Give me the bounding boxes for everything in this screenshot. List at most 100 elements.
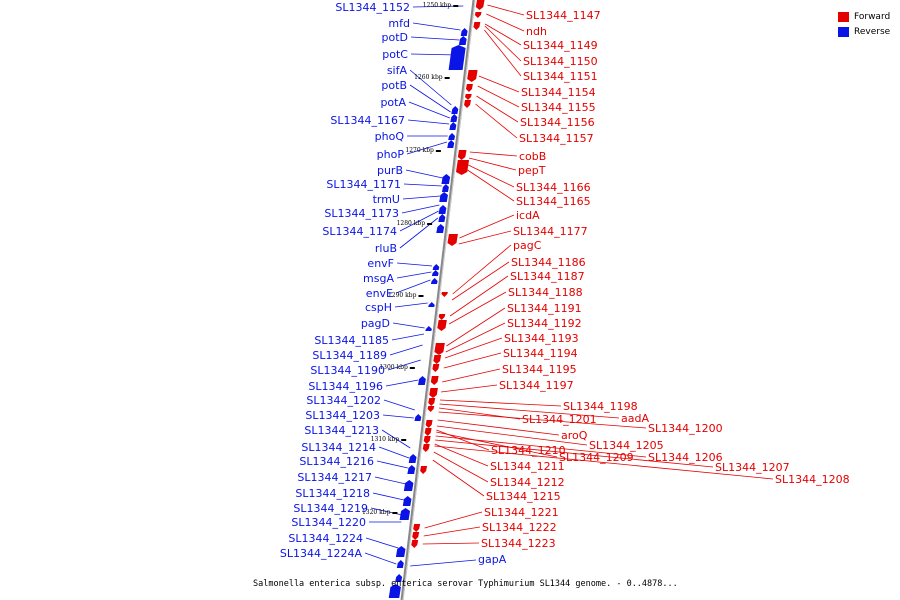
reverse-gene-label: SL1344_1173 — [324, 207, 399, 220]
forward-gene-block — [420, 466, 428, 474]
forward-gene-label-leader — [476, 95, 519, 123]
reverse-gene-label: SL1344_1214 — [301, 441, 376, 454]
gene-features — [388, 0, 485, 598]
leader-lines — [364, 4, 774, 567]
reverse-gene-label: envF — [367, 257, 394, 270]
reverse-gene-label: SL1344_1171 — [326, 178, 401, 191]
forward-gene-block — [424, 428, 432, 436]
scale-tick-label: 1310 kbp — [371, 436, 400, 443]
reverse-gene-block — [432, 264, 440, 270]
reverse-gene-label-leader — [391, 333, 424, 341]
forward-gene-label-leader — [436, 431, 558, 458]
reverse-gene-label: SL1344_1152 — [335, 1, 410, 14]
forward-gene-block — [423, 436, 431, 444]
forward-gene-label: SL1344_1195 — [502, 363, 577, 376]
forward-gene-block — [437, 320, 447, 331]
reverse-gene-label-leader — [405, 169, 443, 179]
reverse-gene-block — [396, 560, 404, 568]
scale-ticks: 1250 kbp 1260 kbp 1270 kbp 1280 kbp 1290 kbp… — [362, 2, 459, 516]
reverse-gene-label-leader — [387, 359, 421, 371]
scale-tick-label: 1260 kbp — [414, 74, 443, 81]
chromosome-axis-highlight — [402, 0, 476, 600]
forward-gene-label-leader — [435, 435, 647, 458]
forward-gene-label: SL1344_1191 — [507, 302, 582, 315]
reverse-gene-label-leader — [392, 322, 425, 329]
forward-gene-label-leader — [449, 275, 509, 317]
forward-gene-label: ndh — [526, 25, 547, 38]
forward-gene-block — [438, 314, 446, 320]
forward-gene-label-leader — [448, 291, 507, 325]
forward-gene-label-leader — [440, 384, 498, 393]
reverse-gene-label: SL1344_1203 — [305, 409, 380, 422]
forward-gene-block — [475, 0, 485, 10]
reverse-gene-label-leader — [382, 414, 414, 419]
reverse-gene-block — [425, 326, 432, 331]
forward-gene-block — [447, 234, 458, 246]
reverse-gene-label-leader — [383, 399, 415, 411]
scale-tick — [435, 150, 441, 152]
forward-gene-label: SL1344_1156 — [520, 116, 595, 129]
scale-tick-label: 1270 kbp — [405, 147, 434, 154]
forward-gene-label: SL1344_1197 — [499, 379, 574, 392]
legend-forward: Forward — [838, 9, 890, 24]
reverse-gene-label: SL1344_1213 — [304, 424, 379, 437]
reverse-gene-label: SL1344_1185 — [314, 334, 389, 347]
reverse-gene-label: rluB — [375, 242, 397, 255]
genome-caption: Salmonella enterica subsp. enterica sero… — [253, 579, 678, 589]
reverse-gene-label: SL1344_1217 — [297, 471, 372, 484]
forward-gene-label: SL1344_1166 — [516, 181, 591, 194]
forward-gene-block — [427, 406, 435, 412]
reverse-gene-label-leader — [396, 262, 433, 267]
scale-tick — [401, 439, 407, 441]
forward-gene-label-leader — [433, 451, 489, 483]
forward-gene-block — [433, 355, 442, 364]
reverse-gene-block — [414, 414, 422, 421]
forward-gene-label: SL1344_1193 — [504, 332, 579, 345]
reverse-gene-label: SL1344_1216 — [299, 455, 374, 468]
reverse-gene-block — [403, 480, 414, 491]
scale-tick-label: 1280 kbp — [397, 220, 426, 227]
forward-gene-label: SL1344_1201 — [522, 413, 597, 426]
forward-gene-label-leader — [432, 459, 485, 497]
forward-gene-block — [464, 100, 471, 108]
forward-gene-label-leader — [445, 322, 506, 353]
forward-gene-label: SL1344_1209 — [559, 451, 634, 464]
forward-gene-label-leader — [475, 103, 518, 139]
reverse-gene-block — [441, 184, 449, 192]
forward-gene-block — [422, 444, 430, 452]
forward-gene-label-leader — [477, 85, 520, 108]
reverse-gene-label-leader — [407, 119, 450, 125]
reverse-gene-label: SL1344_1189 — [312, 349, 387, 362]
forward-gene-label: SL1344_1205 — [589, 439, 664, 452]
forward-gene-label-leader — [486, 13, 525, 32]
scale-tick-label: 1320 kbp — [362, 509, 391, 516]
forward-gene-label-leader — [468, 164, 515, 188]
reverse-gene-label-leader — [374, 476, 407, 485]
legend-reverse-swatch — [838, 26, 849, 37]
reverse-gene-label-leader — [403, 183, 442, 187]
reverse-gene-block — [407, 465, 416, 474]
reverse-gene-label-leader — [399, 210, 439, 232]
reverse-gene-label: phoQ — [375, 130, 405, 143]
reverse-gene-block — [388, 584, 401, 598]
forward-gene-label-leader — [436, 429, 490, 451]
forward-gene-label: SL1344_1222 — [482, 521, 557, 534]
reverse-gene-label: gapA — [478, 553, 507, 566]
reverse-gene-label-leader — [410, 36, 460, 41]
reverse-gene-label-leader — [409, 84, 451, 113]
forward-gene-block — [465, 84, 473, 92]
reverse-gene-label-leader — [365, 537, 399, 549]
reverse-gene-block — [436, 224, 445, 233]
reverse-gene-block — [447, 140, 455, 148]
reverse-gene-label: purB — [377, 164, 403, 177]
chromosome-axis — [400, 0, 476, 600]
forward-gene-label: SL1344_1208 — [775, 473, 850, 486]
reverse-gene-block — [431, 270, 439, 276]
forward-gene-block — [413, 524, 421, 532]
reverse-gene-block — [439, 192, 448, 202]
forward-gene-label: SL1344_1198 — [563, 400, 638, 413]
reverse-gene-block — [438, 205, 447, 214]
reverse-gene-label-leader — [385, 379, 419, 387]
scale-tick — [427, 223, 433, 225]
